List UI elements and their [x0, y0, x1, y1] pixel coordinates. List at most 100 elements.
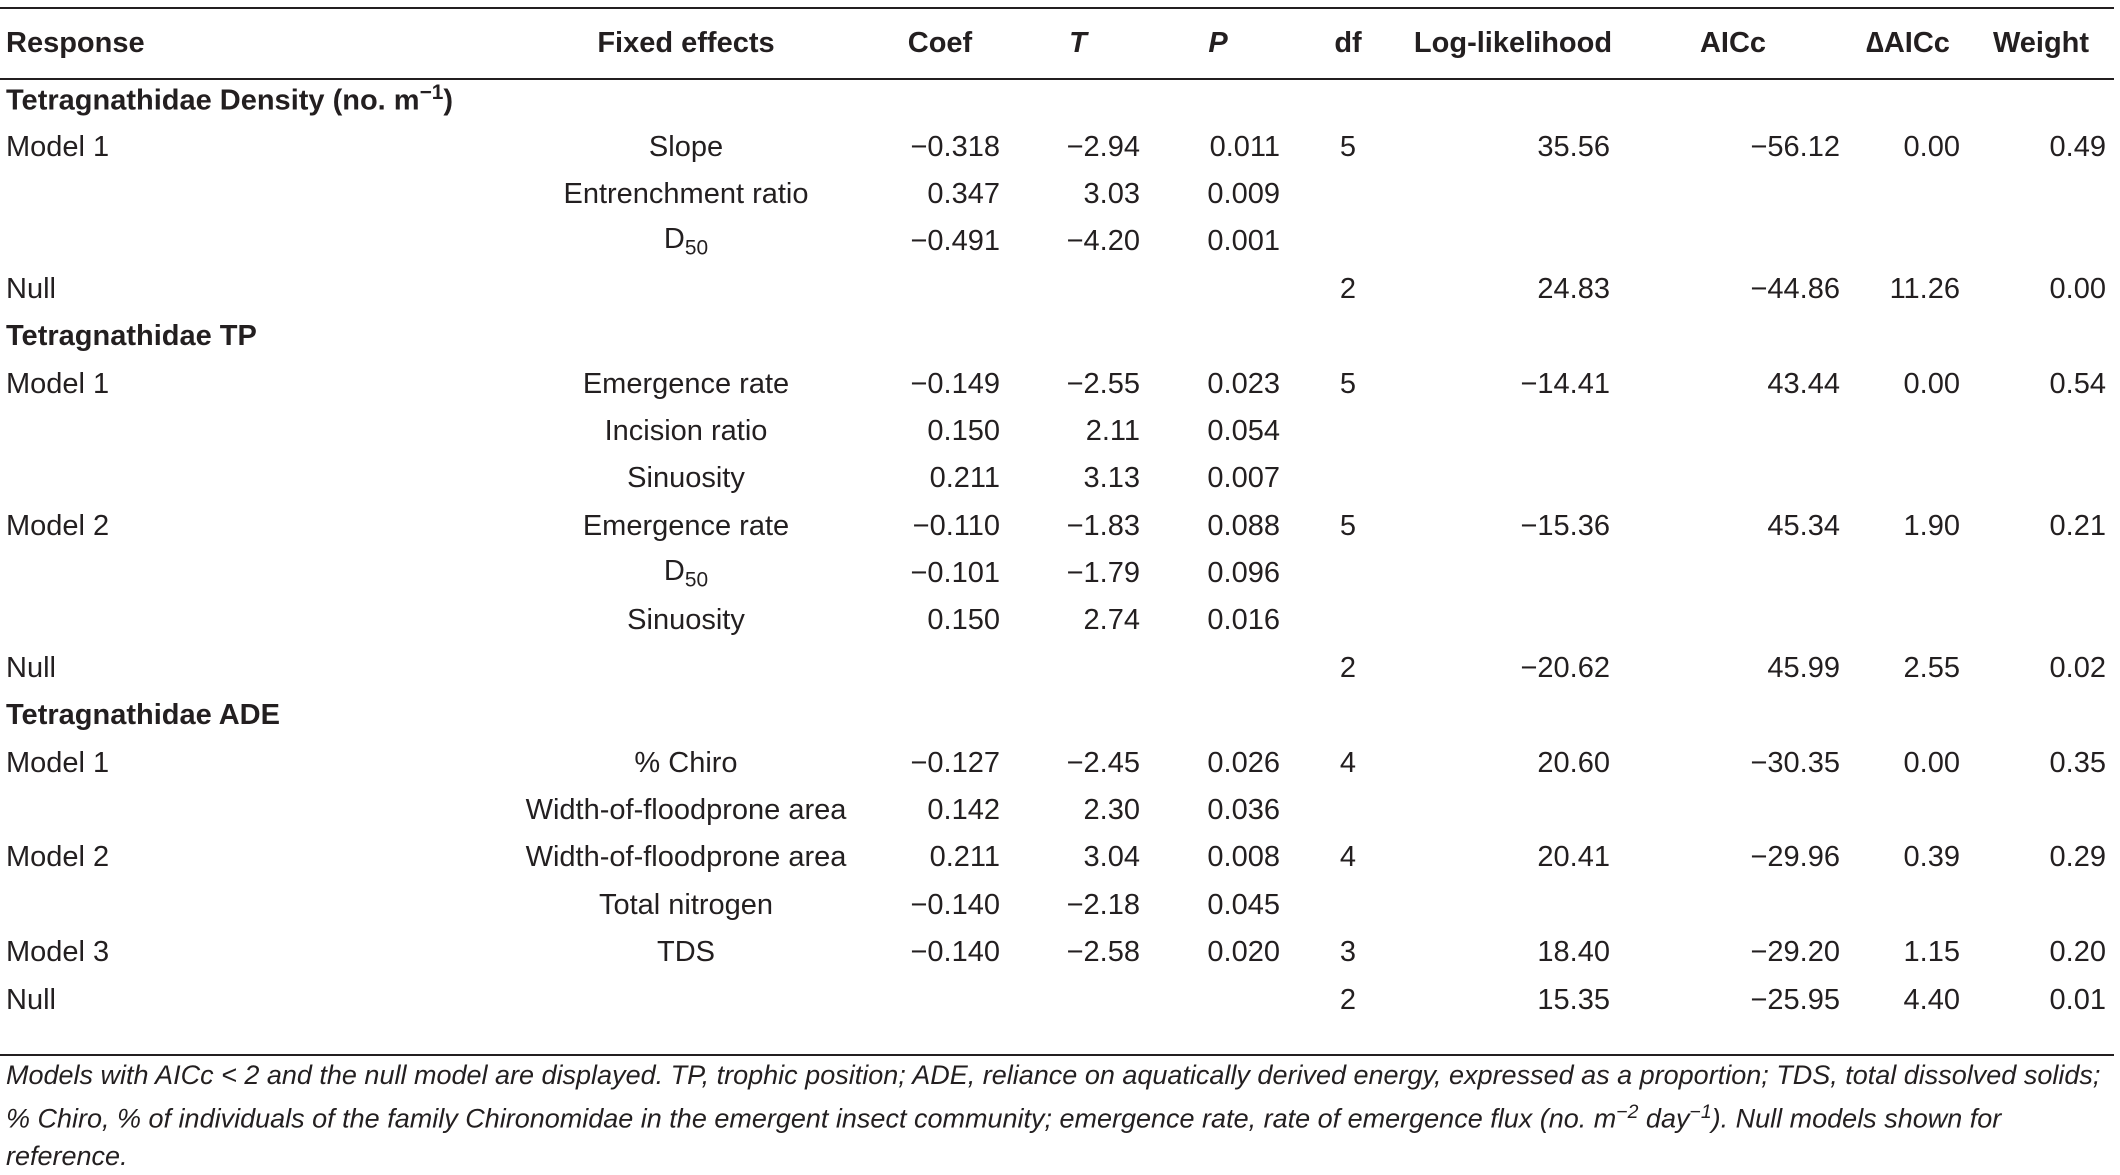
cell-p: 0.007 — [1207, 462, 1280, 495]
cell-aicc: −25.95 — [1750, 983, 1840, 1016]
cell-response: Null — [6, 651, 56, 684]
table-row: Model 3 TDS −0.140 −2.58 0.020 3 18.40 −… — [0, 929, 2114, 976]
cell-t: −4.20 — [1066, 225, 1140, 258]
cell-weight: 0.35 — [2049, 746, 2106, 779]
cell-response — [0, 787, 500, 834]
cell-effect: Slope — [648, 130, 724, 163]
cell-response — [0, 882, 500, 929]
cell-t: −2.58 — [1066, 936, 1140, 969]
cell-aicc: 45.34 — [1767, 509, 1840, 542]
col-header-weight: Weight — [1992, 26, 2090, 59]
cell-p: 0.001 — [1207, 225, 1280, 258]
group-label-density: Tetragnathidae Density (no. m−1) — [6, 81, 454, 117]
cell-coef: 0.347 — [927, 177, 1000, 210]
cell-df: 5 — [1339, 509, 1357, 542]
cell-t — [1008, 645, 1148, 692]
cell-delta-aicc: 1.90 — [1903, 509, 1960, 542]
cell-df: 4 — [1339, 841, 1357, 874]
cell-response: Null — [6, 983, 56, 1016]
col-header-aicc: AICc — [1699, 26, 1767, 59]
cell-weight — [1968, 597, 2114, 644]
cell-df — [1288, 787, 1408, 834]
cell-delta-aicc — [1848, 597, 1968, 644]
cell-coef: −0.110 — [912, 509, 1000, 542]
cell-t: −2.45 — [1066, 746, 1140, 779]
cell-weight — [1968, 550, 2114, 597]
cell-delta-aicc — [1848, 550, 1968, 597]
cell-t: −2.18 — [1066, 888, 1140, 921]
table-row: Width-of-floodprone area 0.142 2.30 0.03… — [0, 787, 2114, 834]
header-row: Response Fixed effects Coef T P df Log-l… — [0, 10, 2114, 76]
cell-t: −1.83 — [1066, 509, 1140, 542]
cell-effect: Sinuosity — [627, 604, 745, 637]
cell-coef: −0.140 — [910, 888, 1000, 921]
cell-delta-aicc — [1848, 787, 1968, 834]
cell-coef: 0.211 — [929, 462, 1000, 495]
cell-df: 2 — [1339, 272, 1357, 305]
cell-response — [0, 550, 500, 597]
cell-df — [1288, 408, 1408, 455]
cell-t: 3.13 — [1083, 462, 1140, 495]
header-rule — [0, 78, 2114, 80]
cell-p — [1148, 645, 1288, 692]
cell-delta-aicc: 0.00 — [1903, 130, 1960, 163]
cell-loglik — [1408, 408, 1618, 455]
table-row: Null 2 24.83 −44.86 11.26 0.00 — [0, 266, 2114, 313]
group-row-ade: Tetragnathidae ADE — [0, 692, 2114, 739]
cell-delta-aicc: 4.40 — [1903, 983, 1960, 1016]
cell-delta-aicc: 0.39 — [1903, 841, 1960, 874]
cell-df — [1288, 171, 1408, 218]
cell-df: 5 — [1339, 367, 1357, 400]
cell-p — [1148, 266, 1288, 313]
cell-delta-aicc: 0.00 — [1903, 367, 1960, 400]
cell-effect: Width-of-floodprone area — [525, 794, 847, 827]
cell-coef: −0.127 — [910, 746, 1000, 779]
cell-response: Model 1 — [6, 746, 110, 779]
cell-weight: 0.00 — [2049, 272, 2106, 305]
table-row: Model 2 Emergence rate −0.110 −1.83 0.08… — [0, 503, 2114, 550]
cell-coef: −0.101 — [910, 557, 1000, 590]
cell-weight: 0.02 — [2049, 651, 2106, 684]
col-header-fixed-effects: Fixed effects — [597, 26, 775, 59]
cell-delta-aicc: 11.26 — [1889, 272, 1960, 305]
cell-effect: Entrenchment ratio — [563, 177, 809, 210]
table-footnote: Models with AICc < 2 and the null model … — [6, 1060, 2101, 1171]
cell-t — [1008, 976, 1148, 1023]
cell-effect: Total nitrogen — [598, 888, 774, 921]
cell-response: Model 2 — [6, 509, 110, 542]
cell-weight: 0.29 — [2049, 841, 2106, 874]
cell-aicc: −30.35 — [1750, 746, 1840, 779]
cell-p: 0.020 — [1207, 936, 1280, 969]
cell-df: 2 — [1339, 651, 1357, 684]
cell-response — [0, 218, 500, 265]
cell-loglik — [1408, 787, 1618, 834]
col-header-loglik: Log-likelihood — [1413, 26, 1613, 59]
cell-delta-aicc — [1848, 408, 1968, 455]
cell-delta-aicc: 2.55 — [1903, 651, 1960, 684]
cell-loglik: 15.35 — [1537, 983, 1610, 1016]
cell-loglik: −14.41 — [1520, 367, 1610, 400]
cell-response — [0, 455, 500, 502]
cell-loglik: 20.41 — [1537, 841, 1610, 874]
cell-effect: TDS — [657, 936, 715, 969]
cell-weight — [1968, 171, 2114, 218]
cell-loglik — [1408, 218, 1618, 265]
cell-weight: 0.01 — [2049, 983, 2106, 1016]
cell-coef: −0.491 — [910, 225, 1000, 258]
cell-response — [0, 408, 500, 455]
cell-loglik: 35.56 — [1537, 130, 1610, 163]
cell-weight: 0.54 — [2049, 367, 2106, 400]
cell-effect: Width-of-floodprone area — [525, 841, 847, 874]
cell-weight: 0.21 — [2049, 509, 2106, 542]
cell-df: 5 — [1339, 130, 1357, 163]
col-header-delta-aicc: ∆AICc — [1866, 26, 1950, 59]
cell-df — [1288, 597, 1408, 644]
cell-weight — [1968, 218, 2114, 265]
cell-df: 3 — [1339, 936, 1357, 969]
cell-delta-aicc: 0.00 — [1903, 746, 1960, 779]
cell-aicc: 43.44 — [1767, 367, 1840, 400]
col-header-t: T — [1069, 26, 1087, 59]
cell-response: Null — [6, 272, 56, 305]
table-row: Model 1 Emergence rate −0.149 −2.55 0.02… — [0, 360, 2114, 407]
cell-loglik — [1408, 550, 1618, 597]
